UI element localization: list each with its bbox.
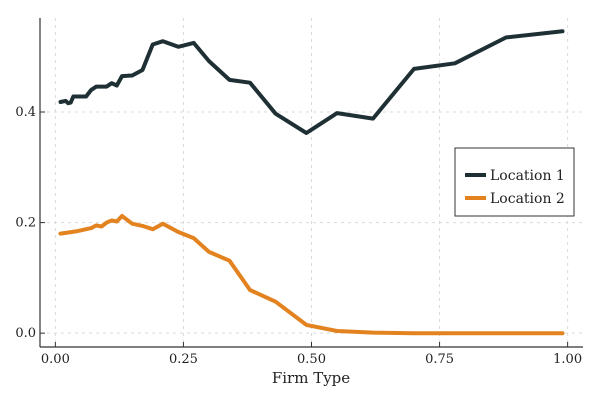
x-tick-label: 0.50: [297, 352, 326, 367]
legend: Location 1 Location 2: [454, 147, 575, 217]
legend-label-1: Location 1: [490, 168, 565, 184]
y-tick-label: 0.0: [15, 326, 36, 341]
x-axis-label: Firm Type: [272, 369, 350, 387]
legend-box: [454, 147, 575, 217]
x-tick-label: 0.75: [425, 352, 454, 367]
series-line-1: [58, 29, 565, 135]
y-tick-label: 0.2: [15, 216, 36, 231]
series-line-2: [58, 214, 565, 336]
ticks: 0.00 0.25 0.50 0.75 1.00 0.0 0.2 0.4: [15, 105, 582, 367]
legend-label-2: Location 2: [490, 191, 565, 207]
y-tick-label: 0.4: [15, 105, 36, 120]
series-lines: [58, 29, 565, 336]
x-tick-label: 0.00: [41, 352, 70, 367]
grid: [40, 18, 583, 347]
x-tick-label: 1.00: [553, 352, 582, 367]
x-tick-label: 0.25: [169, 352, 198, 367]
